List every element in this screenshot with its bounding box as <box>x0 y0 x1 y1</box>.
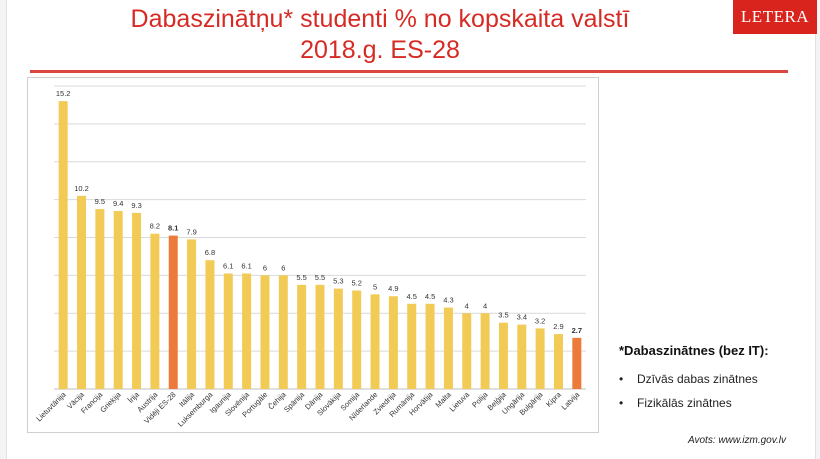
bar <box>223 273 233 389</box>
bar <box>95 209 105 389</box>
category-tick-label: Latvija <box>560 389 582 411</box>
bar <box>315 284 325 389</box>
data-label: 5 <box>373 282 377 291</box>
category-tick-label: Lietuva <box>448 389 472 413</box>
bar <box>333 288 343 389</box>
data-label: 15.2 <box>56 89 71 98</box>
data-label: 6.8 <box>205 248 215 257</box>
category-tick-label: Lietuvtānija <box>34 389 68 423</box>
bar <box>113 210 123 389</box>
data-label: 4.9 <box>388 284 398 293</box>
chart-panel: 15.2 Lietuvtānija 10.2 Vācija 9.5 Francija 9.4… <box>27 77 599 433</box>
bar <box>352 290 362 389</box>
data-label: 4 <box>483 301 487 310</box>
data-label: 3.4 <box>517 313 527 322</box>
data-label: 8.2 <box>150 222 160 231</box>
data-label: 6 <box>281 263 285 272</box>
bar <box>553 334 563 389</box>
footnote-list: Dzīvās dabas zinātnes Fizikālās zinātnes <box>619 372 769 410</box>
bar <box>58 101 68 390</box>
bar <box>278 275 288 389</box>
bar <box>205 260 215 389</box>
data-label: 3.2 <box>535 316 545 325</box>
letera-logo: LETERA <box>733 0 817 34</box>
slide-title-line-2: 2018.g. ES-28 <box>300 36 460 64</box>
bar <box>168 235 178 389</box>
footnote-item: Dzīvās dabas zinātnes <box>619 372 769 386</box>
bar <box>535 328 545 389</box>
right-edge <box>815 0 820 459</box>
bar <box>498 322 508 389</box>
bar <box>370 294 380 389</box>
category-tick-label: Grieķija <box>98 389 123 414</box>
left-edge <box>0 0 7 459</box>
slide-title: Dabaszinātņu* studenti % no kopskaita va… <box>70 4 690 66</box>
bar <box>150 233 160 389</box>
data-label: 4 <box>465 301 469 310</box>
data-label: 9.3 <box>131 201 141 210</box>
bar <box>388 296 398 389</box>
data-label: 3.5 <box>498 311 508 320</box>
bar-chart: 15.2Lietuvtānija10.2Vācija9.5Francija9.4… <box>34 85 586 429</box>
bar <box>242 273 252 389</box>
category-tick-label: Spānija <box>282 389 307 414</box>
bar <box>187 239 197 389</box>
data-label: 5.5 <box>296 273 306 282</box>
bar <box>572 337 582 389</box>
bar <box>77 195 87 389</box>
data-label: 9.5 <box>95 197 105 206</box>
slide-title-line-1: Dabaszinātņu* studenti % no kopskaita va… <box>130 5 630 33</box>
data-label: 9.4 <box>113 199 123 208</box>
bar <box>480 313 490 389</box>
data-label: 6.1 <box>241 261 251 270</box>
data-label: 10.2 <box>74 184 89 193</box>
bar <box>443 307 453 389</box>
bar <box>462 313 472 389</box>
bar <box>260 275 270 389</box>
data-label: 4.5 <box>407 292 417 301</box>
footnote-title: *Dabaszinātnes (bez IT): <box>619 343 769 358</box>
footnote: *Dabaszinātnes (bez IT): Dzīvās dabas zi… <box>619 343 769 420</box>
data-label: 7.9 <box>186 227 196 236</box>
data-label: 6.1 <box>223 261 233 270</box>
logo-text: LETERA <box>740 7 810 26</box>
data-label: 4.3 <box>443 296 453 305</box>
bar <box>407 303 417 389</box>
source-note: Avots: www.izm.gov.lv <box>688 435 786 446</box>
bar <box>425 303 435 389</box>
data-label: 4.5 <box>425 292 435 301</box>
bar <box>132 212 142 389</box>
data-label: 5.2 <box>351 279 361 288</box>
data-label: 6 <box>263 263 267 272</box>
data-label: 2.9 <box>553 322 563 331</box>
data-label: 2.7 <box>572 326 582 335</box>
bar <box>297 284 307 389</box>
title-divider <box>30 70 788 73</box>
data-label: 8.1 <box>168 224 178 233</box>
footnote-item: Fizikālās zinātnes <box>619 396 769 410</box>
data-label: 5.3 <box>333 277 343 286</box>
data-label: 5.5 <box>315 273 325 282</box>
bar <box>517 324 527 389</box>
